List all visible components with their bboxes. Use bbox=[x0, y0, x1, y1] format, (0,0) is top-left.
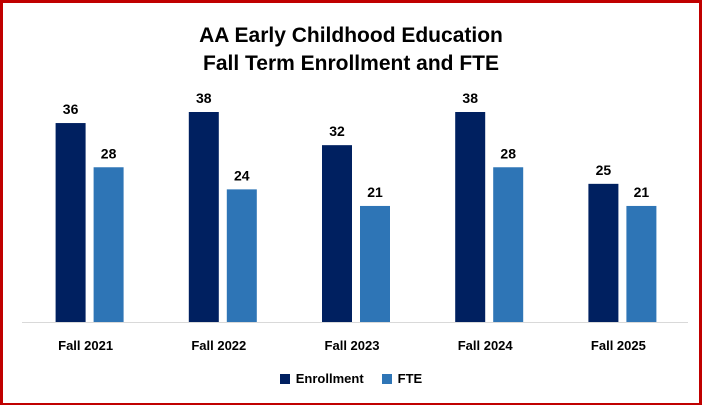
legend-label-fte: FTE bbox=[397, 371, 423, 386]
data-label-fte-fall-2025: 21 bbox=[634, 184, 650, 200]
bar-fte-fall-2023 bbox=[360, 205, 390, 322]
data-label-enrollment-fall-2021: 36 bbox=[63, 101, 79, 117]
bar-enrollment-fall-2024 bbox=[455, 112, 486, 322]
legend-item-enrollment: Enrollment bbox=[279, 371, 364, 386]
data-label-fte-fall-2021: 28 bbox=[101, 145, 117, 161]
x-tick-label-fall-2022: Fall 2022 bbox=[191, 338, 246, 353]
data-label-fte-fall-2022: 24 bbox=[234, 167, 250, 183]
data-label-fte-fall-2024: 28 bbox=[500, 145, 516, 161]
bar-fte-fall-2022 bbox=[226, 189, 257, 322]
x-tick-label-fall-2024: Fall 2024 bbox=[458, 338, 514, 353]
x-tick-label-fall-2025: Fall 2025 bbox=[591, 338, 646, 353]
data-label-fte-fall-2023: 21 bbox=[367, 184, 383, 200]
data-label-enrollment-fall-2025: 25 bbox=[596, 162, 612, 178]
data-label-enrollment-fall-2024: 38 bbox=[462, 90, 478, 106]
x-tick-label-fall-2023: Fall 2023 bbox=[325, 338, 380, 353]
bar-fte-fall-2025 bbox=[626, 205, 657, 322]
legend: Enrollment FTE bbox=[0, 371, 702, 386]
legend-label-enrollment: Enrollment bbox=[295, 371, 364, 386]
bar-enrollment-fall-2021 bbox=[55, 123, 86, 322]
bar-enrollment-fall-2023 bbox=[322, 145, 352, 322]
legend-item-fte: FTE bbox=[381, 371, 423, 386]
chart-title-line2: Fall Term Enrollment and FTE bbox=[203, 52, 499, 75]
data-label-enrollment-fall-2023: 32 bbox=[329, 123, 345, 139]
legend-swatch-fte bbox=[381, 373, 392, 384]
data-label-enrollment-fall-2022: 38 bbox=[196, 90, 212, 106]
legend-swatch-enrollment bbox=[279, 373, 290, 384]
bar-enrollment-fall-2022 bbox=[188, 112, 219, 322]
chart-title-line1: AA Early Childhood Education bbox=[199, 24, 503, 47]
bar-enrollment-fall-2025 bbox=[588, 183, 619, 322]
bar-fte-fall-2021 bbox=[93, 167, 124, 322]
bar-fte-fall-2024 bbox=[493, 167, 524, 322]
x-tick-label-fall-2021: Fall 2021 bbox=[58, 338, 113, 353]
